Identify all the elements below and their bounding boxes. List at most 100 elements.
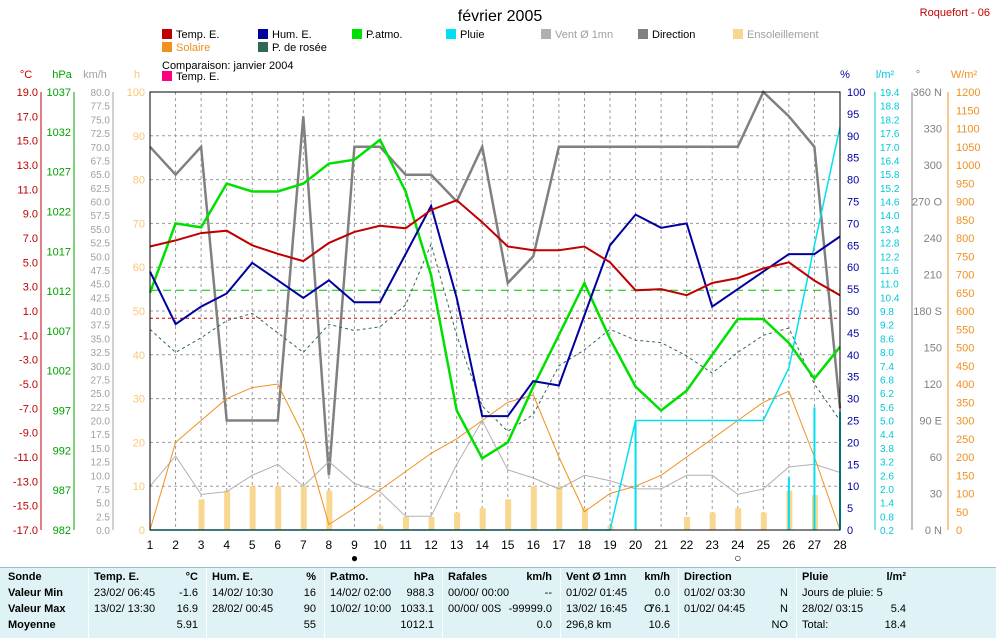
tick-label-solar: 150: [956, 470, 974, 482]
wind-distance: 296,8 km: [566, 619, 612, 631]
new-moon-icon: ○: [734, 551, 741, 565]
tick-label-sun: 10: [133, 481, 145, 493]
tick-label-rain: 0.2: [880, 526, 894, 537]
tick-label-wind: 17.5: [91, 430, 111, 441]
tick-label-wind: 77.5: [91, 102, 111, 113]
x-tick-label: 7: [300, 538, 307, 552]
tick-label-solar: 0: [956, 525, 962, 537]
tick-label-dir: 330: [924, 124, 942, 136]
tick-label-solar: 900: [956, 197, 974, 209]
sunshine-bar: [530, 486, 537, 530]
legend-label: Solaire: [176, 42, 210, 54]
temp-average: 5.91: [176, 619, 198, 631]
x-tick-label: 8: [326, 538, 333, 552]
sunshine-bar: [224, 490, 231, 530]
x-tick-label: 19: [603, 538, 617, 552]
legend-label: P. de rosée: [272, 42, 327, 54]
block-patmo: P.atmo. hPa 14/02/ 02:00 988.3 10/02/ 10:0…: [324, 568, 443, 638]
x-tick-label: 12: [424, 538, 438, 552]
tick-label-sun: 0: [139, 525, 145, 537]
wind-unit: km/h: [644, 571, 670, 583]
wind-header: Vent Ø 1mn: [566, 571, 627, 583]
legend-label: Vent Ø 1mn: [555, 29, 613, 41]
direction-average: NO: [771, 619, 789, 631]
tick-label-rain: 17.6: [880, 129, 900, 140]
x-tick-label: 27: [808, 538, 822, 552]
tick-label-hum: 40: [847, 350, 859, 362]
tick-label-solar: 100: [956, 489, 974, 501]
tick-label-wind: 52.5: [91, 239, 111, 250]
tick-label-wind: 37.5: [91, 321, 111, 332]
rain-unit: l/m²: [886, 571, 906, 583]
tick-label-hum: 35: [847, 372, 859, 384]
direction-min-value: N: [780, 587, 788, 599]
legend-swatch: [352, 29, 362, 39]
tick-label-wind: 15.0: [91, 444, 111, 455]
tick-label-sun: 60: [133, 262, 145, 274]
tick-label-hum: 95: [847, 109, 859, 121]
x-tick-label: 6: [274, 538, 281, 552]
tick-label-wind: 80.0: [91, 88, 111, 99]
legend-swatch: [162, 71, 172, 81]
x-tick-label: 1: [147, 538, 154, 552]
wind-min-value: 0.0: [654, 587, 670, 599]
tick-label-patmo: 1032: [47, 127, 71, 139]
tick-label-temp: 3.0: [23, 282, 38, 294]
temp-max-date: 13/02/ 13:30: [94, 603, 156, 615]
rain-header: Pluie: [802, 571, 829, 583]
tick-label-wind: 2.5: [96, 512, 110, 523]
sunshine-bar: [684, 516, 691, 530]
row-labels: Sonde Valeur Min Valeur Max Moyenne: [0, 568, 89, 638]
tick-label-sun: 80: [133, 175, 145, 187]
tick-label-solar: 300: [956, 416, 974, 428]
tick-label-dir: 30: [930, 489, 942, 501]
tick-label-temp: 11.0: [17, 184, 38, 196]
tick-label-wind: 7.5: [96, 485, 110, 496]
legend-swatch: [638, 29, 648, 39]
tick-label-sun: 40: [133, 350, 145, 362]
station-name: Roquefort - 06: [920, 7, 990, 19]
legend-swatch: [162, 42, 172, 52]
rafales-max-value: -99999.0: [508, 603, 552, 615]
row-label-min: Valeur Min: [8, 587, 64, 599]
hum-header: Hum. E.: [212, 571, 253, 583]
tick-label-wind: 45.0: [91, 280, 111, 291]
tick-label-rain: 14.0: [880, 211, 900, 222]
wind-min-date: 01/02/ 01:45: [566, 587, 628, 599]
tick-label-solar: 650: [956, 288, 974, 300]
tick-label-wind: 70.0: [91, 143, 111, 154]
hum-max-date: 28/02/ 00:45: [212, 603, 274, 615]
x-tick-label: 22: [680, 538, 694, 552]
left-axes: 19.0 17.0 15.0 13.0 11.0 9.0 7.0 5.0 3.0 1.0 -1.0 -…: [13, 87, 145, 537]
patmo-max-value: 1033.1: [400, 603, 434, 615]
tick-label-dir: 300: [924, 160, 942, 172]
tick-label-wind: 57.5: [91, 211, 111, 222]
tick-label-sun: 50: [133, 306, 145, 318]
x-tick-label: 26: [782, 538, 796, 552]
tick-label-sun: 90: [133, 131, 145, 143]
tick-label-rain: 6.8: [880, 375, 894, 386]
tick-label-rain: 3.8: [880, 444, 894, 455]
tick-label-rain: 5.6: [880, 403, 894, 414]
tick-label-wind: 22.5: [91, 403, 111, 414]
tick-label-wind: 5.0: [96, 499, 110, 510]
legend-label: Temp. E.: [176, 71, 219, 83]
full-moon-icon: ●: [351, 551, 358, 565]
series-line-humidity: [149, 203, 841, 418]
tick-label-hum: 25: [847, 416, 859, 428]
hum-max-value: 90: [303, 603, 316, 615]
tick-label-wind: 35.0: [91, 334, 111, 345]
tick-label-wind: 75.0: [91, 115, 111, 126]
summary-table: Sonde Valeur Min Valeur Max Moyenne Temp…: [0, 567, 996, 638]
tick-label-patmo: 992: [53, 445, 71, 457]
tick-label-hum: 80: [847, 175, 859, 187]
hum-unit: %: [306, 571, 316, 583]
tick-label-patmo: 1012: [47, 286, 71, 298]
sunshine-bar: [581, 508, 588, 530]
tick-label-rain: 11.6: [880, 266, 899, 277]
tick-label-patmo: 1002: [47, 366, 71, 378]
tick-label-rain: 4.4: [880, 430, 894, 441]
tick-label-rain: 18.8: [880, 102, 900, 113]
x-tick-label: 24: [731, 538, 745, 552]
tick-label-solar: 350: [956, 397, 974, 409]
